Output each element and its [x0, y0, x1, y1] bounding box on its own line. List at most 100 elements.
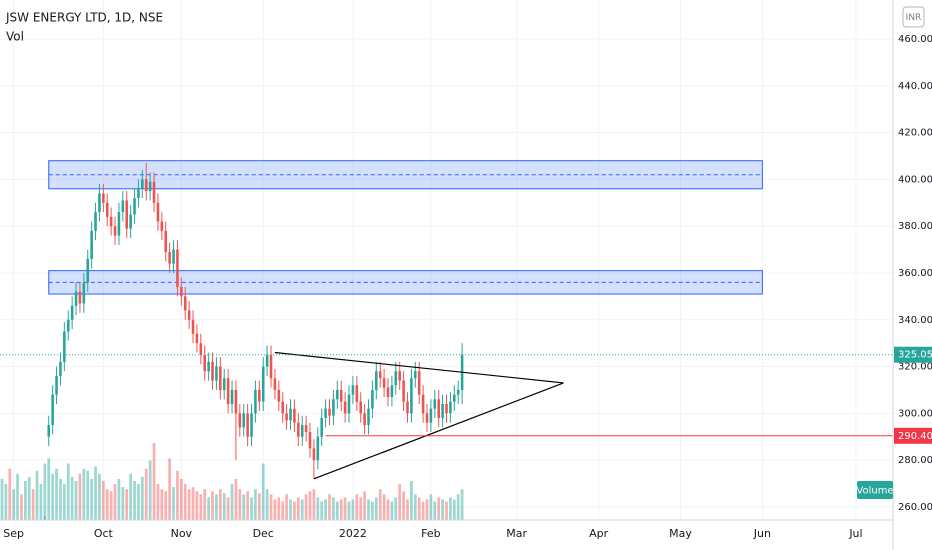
last-price-box — [894, 346, 932, 363]
volume-bar — [176, 470, 179, 520]
candle-body — [82, 282, 86, 304]
volume-bar — [230, 484, 234, 520]
volume-bar — [277, 497, 281, 520]
volume-bar — [433, 501, 437, 520]
volume-bar — [94, 466, 97, 520]
candle-body — [300, 425, 304, 437]
volume-bar — [218, 489, 222, 520]
candle-body — [382, 378, 386, 388]
candle-body — [320, 418, 324, 437]
volume-bar — [410, 480, 413, 520]
volume-bar — [199, 494, 203, 520]
candle-body — [261, 366, 265, 402]
volume-bar — [222, 493, 226, 520]
currency-box[interactable] — [902, 6, 925, 28]
volume-bar — [4, 484, 8, 520]
volume-bar — [347, 501, 351, 520]
candle-body — [172, 249, 175, 264]
volume-bar — [51, 473, 55, 520]
candle-body — [66, 319, 70, 332]
volume-bar — [211, 491, 214, 520]
x-tick-label: Sep — [3, 527, 24, 540]
candle-body — [113, 226, 117, 236]
candle-body — [421, 394, 425, 414]
volume-bar — [172, 487, 175, 520]
price-label: 290.40 — [898, 431, 932, 442]
volume-bar — [129, 473, 133, 520]
currency[interactable]: INR — [906, 13, 922, 23]
volume-bar — [242, 494, 246, 520]
candle-body — [456, 389, 460, 395]
volume-bar — [187, 489, 191, 520]
drawings — [0, 351, 893, 480]
candle-body — [70, 305, 74, 320]
candle-body — [133, 198, 136, 215]
volume-bar — [105, 489, 109, 520]
volume-bar — [300, 499, 304, 520]
candle-body — [398, 371, 401, 381]
volume-bar — [98, 473, 101, 520]
volume-bar — [168, 458, 171, 520]
volume-bar — [257, 493, 261, 520]
y-tick-label: 320.00 — [898, 362, 932, 373]
volume-bar — [70, 476, 74, 520]
volume-bar — [332, 497, 335, 520]
candle-body — [90, 230, 93, 259]
candle-body — [59, 361, 62, 376]
volume-bar — [31, 489, 35, 520]
candle-body — [183, 296, 187, 311]
grid — [0, 0, 893, 520]
x-tick-label: 2022 — [339, 527, 367, 540]
candle-body — [453, 394, 456, 402]
volume-bar — [449, 497, 452, 520]
candle-body — [359, 401, 362, 414]
candle-body — [125, 200, 129, 229]
volume-bar — [351, 499, 355, 520]
candle-body — [355, 385, 359, 402]
candle-body — [375, 371, 378, 390]
volume-bar — [20, 494, 23, 520]
candle-body — [47, 425, 51, 437]
volume-bar — [296, 497, 300, 520]
volume-bar — [339, 499, 343, 520]
volume-bar — [456, 494, 460, 520]
volume-bar — [452, 499, 456, 520]
candles — [44, 163, 464, 520]
volume-bar — [367, 499, 370, 520]
candle-body — [226, 378, 230, 404]
volume-bar — [421, 501, 425, 520]
volume-bar — [355, 494, 359, 520]
y-tick-label: 280.00 — [898, 455, 932, 466]
candle-body — [277, 389, 281, 402]
candle-body — [445, 403, 448, 414]
volume-bar — [359, 497, 363, 520]
volume-bar — [254, 489, 257, 520]
volume-bar — [35, 470, 39, 520]
volume-bar — [12, 489, 16, 520]
candle-body — [242, 413, 246, 428]
candle-body — [449, 401, 452, 414]
zones — [48, 160, 763, 295]
y-tick-label: 440.00 — [898, 81, 932, 92]
volume-bar — [425, 499, 429, 520]
volume-bar — [374, 497, 378, 520]
volume-bar — [148, 460, 152, 520]
y-tick-label: 260.00 — [898, 502, 932, 513]
volume-bar — [16, 473, 19, 520]
volume-bar — [285, 494, 288, 520]
volume-bar — [437, 497, 441, 520]
volume-bar — [363, 491, 366, 520]
volume-bar — [417, 497, 421, 520]
candle-body — [339, 389, 343, 402]
trendline — [274, 351, 564, 384]
candle-body — [78, 291, 82, 304]
candle-body — [250, 413, 253, 437]
volume-bar — [308, 491, 312, 520]
candle-body — [199, 343, 203, 355]
volume-bar — [62, 484, 66, 520]
volume-bar — [191, 487, 195, 520]
y-tick-label: 300.00 — [898, 408, 932, 419]
